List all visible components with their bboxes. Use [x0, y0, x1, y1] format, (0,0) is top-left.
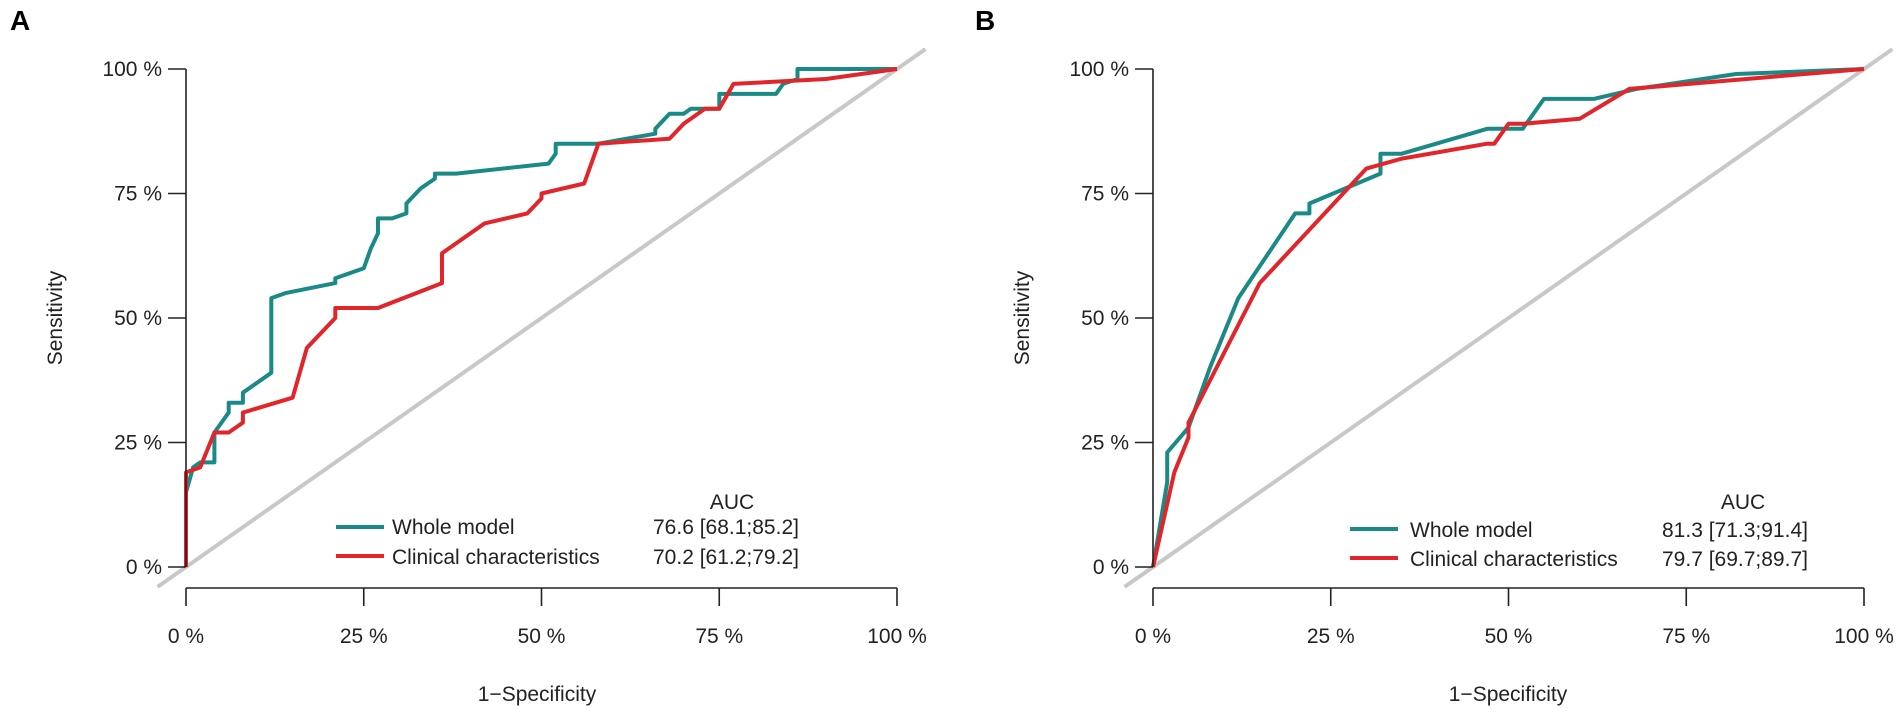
panel-b-x-tick-label: 50 %: [1485, 625, 1533, 648]
panel-b-diagonal-reference-line: [1123, 47, 1894, 589]
panel-b-y-tick-label: 50 %: [1081, 307, 1129, 330]
panel-a-letter: A: [10, 5, 30, 36]
panel-b-letter: B: [975, 5, 995, 36]
panel-b-y-tick-label: 0 %: [1093, 556, 1129, 579]
panel-b-auc-clinical: 79.7 [69.7;89.7]: [1662, 548, 1808, 571]
panel-a-x-tick-label: 50 %: [518, 625, 566, 648]
panel-b-auc-whole-model: 81.3 [71.3;91.4]: [1662, 519, 1808, 542]
panel-b-x-tick-label: 75 %: [1662, 625, 1710, 648]
panel-b-diagonal-layer: [1123, 47, 1894, 589]
panel-b-series-clinical-characteristics-line: [1151, 67, 1865, 568]
panel-a-y-tick-label: 100 %: [102, 58, 162, 81]
panel-a-auc-header: AUC: [710, 491, 754, 514]
panel-a-y-tick-label: 75 %: [114, 183, 162, 206]
panel-a-diagonal-layer: [156, 47, 927, 589]
panel-a-series-whole-model-line: [184, 67, 897, 567]
panel-a-auc-clinical: 70.2 [61.2;79.2]: [653, 546, 799, 569]
panel-a-y-tick-label: 25 %: [114, 432, 162, 455]
panel-b-auc-header: AUC: [1721, 491, 1765, 514]
panel-a-series-layer: [184, 67, 898, 567]
panel-a-x-tick-label: 0 %: [168, 625, 204, 648]
panel-b-y-tick-label: 25 %: [1081, 432, 1129, 455]
panel-a: A 0 % 25 % 50 % 75 % 100 % 0 % 25 % 50 % 75 % 100…: [10, 5, 927, 706]
panel-a-legend: AUC Whole model 76.6 [68.1;85.2] Clinica…: [336, 491, 799, 569]
panel-a-legend-label-whole-model: Whole model: [392, 516, 515, 539]
panel-a-auc-whole-model: 76.6 [68.1;85.2]: [653, 516, 799, 539]
panel-b-x-axis-label: 1−Specificity: [1449, 683, 1568, 706]
panel-a-axes: 0 % 25 % 50 % 75 % 100 % 0 % 25 % 50 % 75 % 100 %: [102, 58, 926, 648]
panel-b-series-layer: [1151, 67, 1865, 568]
panel-a-y-tick-label: 50 %: [114, 307, 162, 330]
panel-b-x-tick-label: 25 %: [1307, 625, 1355, 648]
panel-a-x-tick-label: 100 %: [867, 625, 927, 648]
panel-a-y-tick-label: 0 %: [126, 556, 162, 579]
panel-b-legend-label-whole-model: Whole model: [1410, 519, 1533, 542]
panel-a-legend-label-clinical: Clinical characteristics: [392, 546, 600, 569]
panel-b-y-tick-label: 75 %: [1081, 183, 1129, 206]
panel-a-y-axis-label: Sensitivity: [44, 270, 67, 365]
panel-a-series-clinical-characteristics-line: [184, 67, 898, 567]
panel-a-diagonal-reference-line: [156, 47, 927, 589]
panel-b-y-axis-label: Sensitivity: [1011, 270, 1034, 365]
panel-b-legend-label-clinical: Clinical characteristics: [1410, 548, 1618, 571]
panel-b: B 0 % 25 % 50 % 75 % 100 % 0 % 25 % 50 % 75 % 100…: [975, 5, 1894, 706]
panel-b-y-tick-label: 100 %: [1069, 58, 1129, 81]
panel-b-legend: AUC Whole model 81.3 [71.3;91.4] Clinica…: [1350, 491, 1808, 571]
panel-a-x-axis-label: 1−Specificity: [478, 683, 597, 706]
panel-b-axes: 0 % 25 % 50 % 75 % 100 % 0 % 25 % 50 % 75 % 100 %: [1069, 58, 1893, 648]
panel-b-x-tick-label: 100 %: [1834, 625, 1894, 648]
panel-a-x-tick-label: 75 %: [695, 625, 743, 648]
panel-b-x-tick-label: 0 %: [1135, 625, 1171, 648]
panel-a-x-tick-label: 25 %: [340, 625, 388, 648]
